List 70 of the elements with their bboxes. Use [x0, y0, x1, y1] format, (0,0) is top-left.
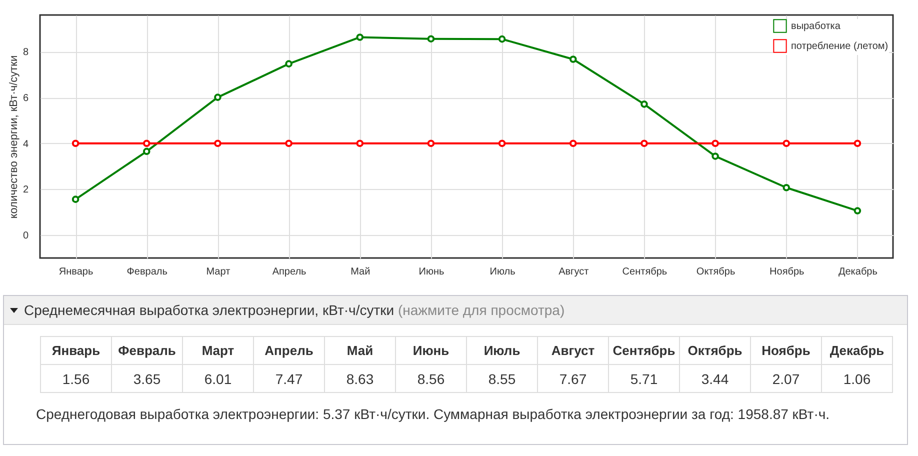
x-tick-label: Март [206, 266, 231, 278]
x-tick-label: Февраль [126, 266, 168, 278]
point [712, 140, 719, 148]
category-label: Июль [484, 343, 520, 358]
category-label: Март [202, 343, 234, 358]
point [285, 140, 292, 148]
data-label: 2.07 [750, 364, 822, 392]
point [285, 60, 292, 68]
point [214, 94, 222, 101]
point [214, 140, 222, 148]
point [72, 196, 80, 203]
data-label: 8.56 [396, 364, 466, 392]
category-label: Апрель [264, 343, 314, 358]
legend-label: потребление (летом) [791, 41, 888, 52]
point [356, 34, 364, 41]
x-tick-label: Октябрь [696, 266, 736, 278]
data-label: 3.65 [112, 364, 182, 392]
point [498, 35, 506, 43]
category-label: Декабрь [830, 343, 884, 358]
category-label: Январь [52, 343, 100, 358]
x-tick-label: Июль [490, 266, 516, 278]
point [498, 140, 506, 148]
point [640, 140, 648, 148]
category-label: Сентябрь [612, 343, 676, 358]
legend-label: выработка [791, 21, 841, 32]
data-label: 7.47 [254, 364, 324, 392]
x-tick-label: Июнь [418, 266, 444, 278]
x-tick-label: Январь [58, 266, 94, 278]
data-label: 8.55 [466, 364, 538, 392]
x-tick-label: Август [558, 266, 590, 278]
data-label: 3.44 [680, 364, 750, 392]
data-label: 5.71 [608, 364, 680, 392]
y-tick-label: 0 [22, 230, 29, 242]
point [640, 100, 648, 108]
category-label: Май [346, 343, 374, 358]
data-label: 1.56 [40, 364, 112, 392]
point [782, 184, 790, 192]
point [356, 140, 364, 148]
x-tick-label: Сентябрь [622, 266, 668, 278]
x-tick-label: Ноябрь [770, 266, 804, 278]
y-tick-label: 4 [22, 138, 29, 150]
point [72, 140, 80, 148]
point [569, 56, 577, 63]
point [569, 140, 577, 148]
y-axis-title: количество энергии, кВт·ч/сутки [8, 55, 20, 219]
point [142, 148, 150, 156]
data-label: 1.06 [822, 364, 892, 392]
category-label: Октябрь [688, 343, 742, 358]
data-label: 7.67 [538, 364, 608, 392]
point [427, 140, 435, 148]
x-tick-label: Декабрь [838, 266, 878, 278]
y-tick-label: 2 [22, 184, 29, 196]
point [854, 207, 862, 214]
text: Среднегодовая выработка электроэнергии: 5.37 кВт·ч/сутки. Суммарная выработка электроэнергии за год: 1958.87 кВт·ч. [36, 406, 830, 422]
point [854, 140, 862, 148]
point [712, 152, 719, 160]
point [782, 140, 790, 148]
x-tick-label: Апрель [272, 266, 306, 278]
category-label: Февраль [118, 343, 176, 358]
point [142, 140, 150, 148]
text: Среднемесячная выработка электроэнергии, кВт·ч/сутки (нажмите для просмотра) [24, 302, 565, 318]
y-tick-label: 8 [22, 47, 29, 58]
y-tick-label: 6 [22, 93, 29, 104]
x-tick-label: Май [350, 266, 370, 278]
category-label: Ноябрь [762, 343, 810, 358]
data-label: 6.01 [182, 364, 254, 392]
point [427, 35, 435, 42]
category-label: Июнь [412, 343, 450, 358]
category-label: Август [551, 343, 595, 358]
data-label: 8.63 [324, 364, 396, 392]
